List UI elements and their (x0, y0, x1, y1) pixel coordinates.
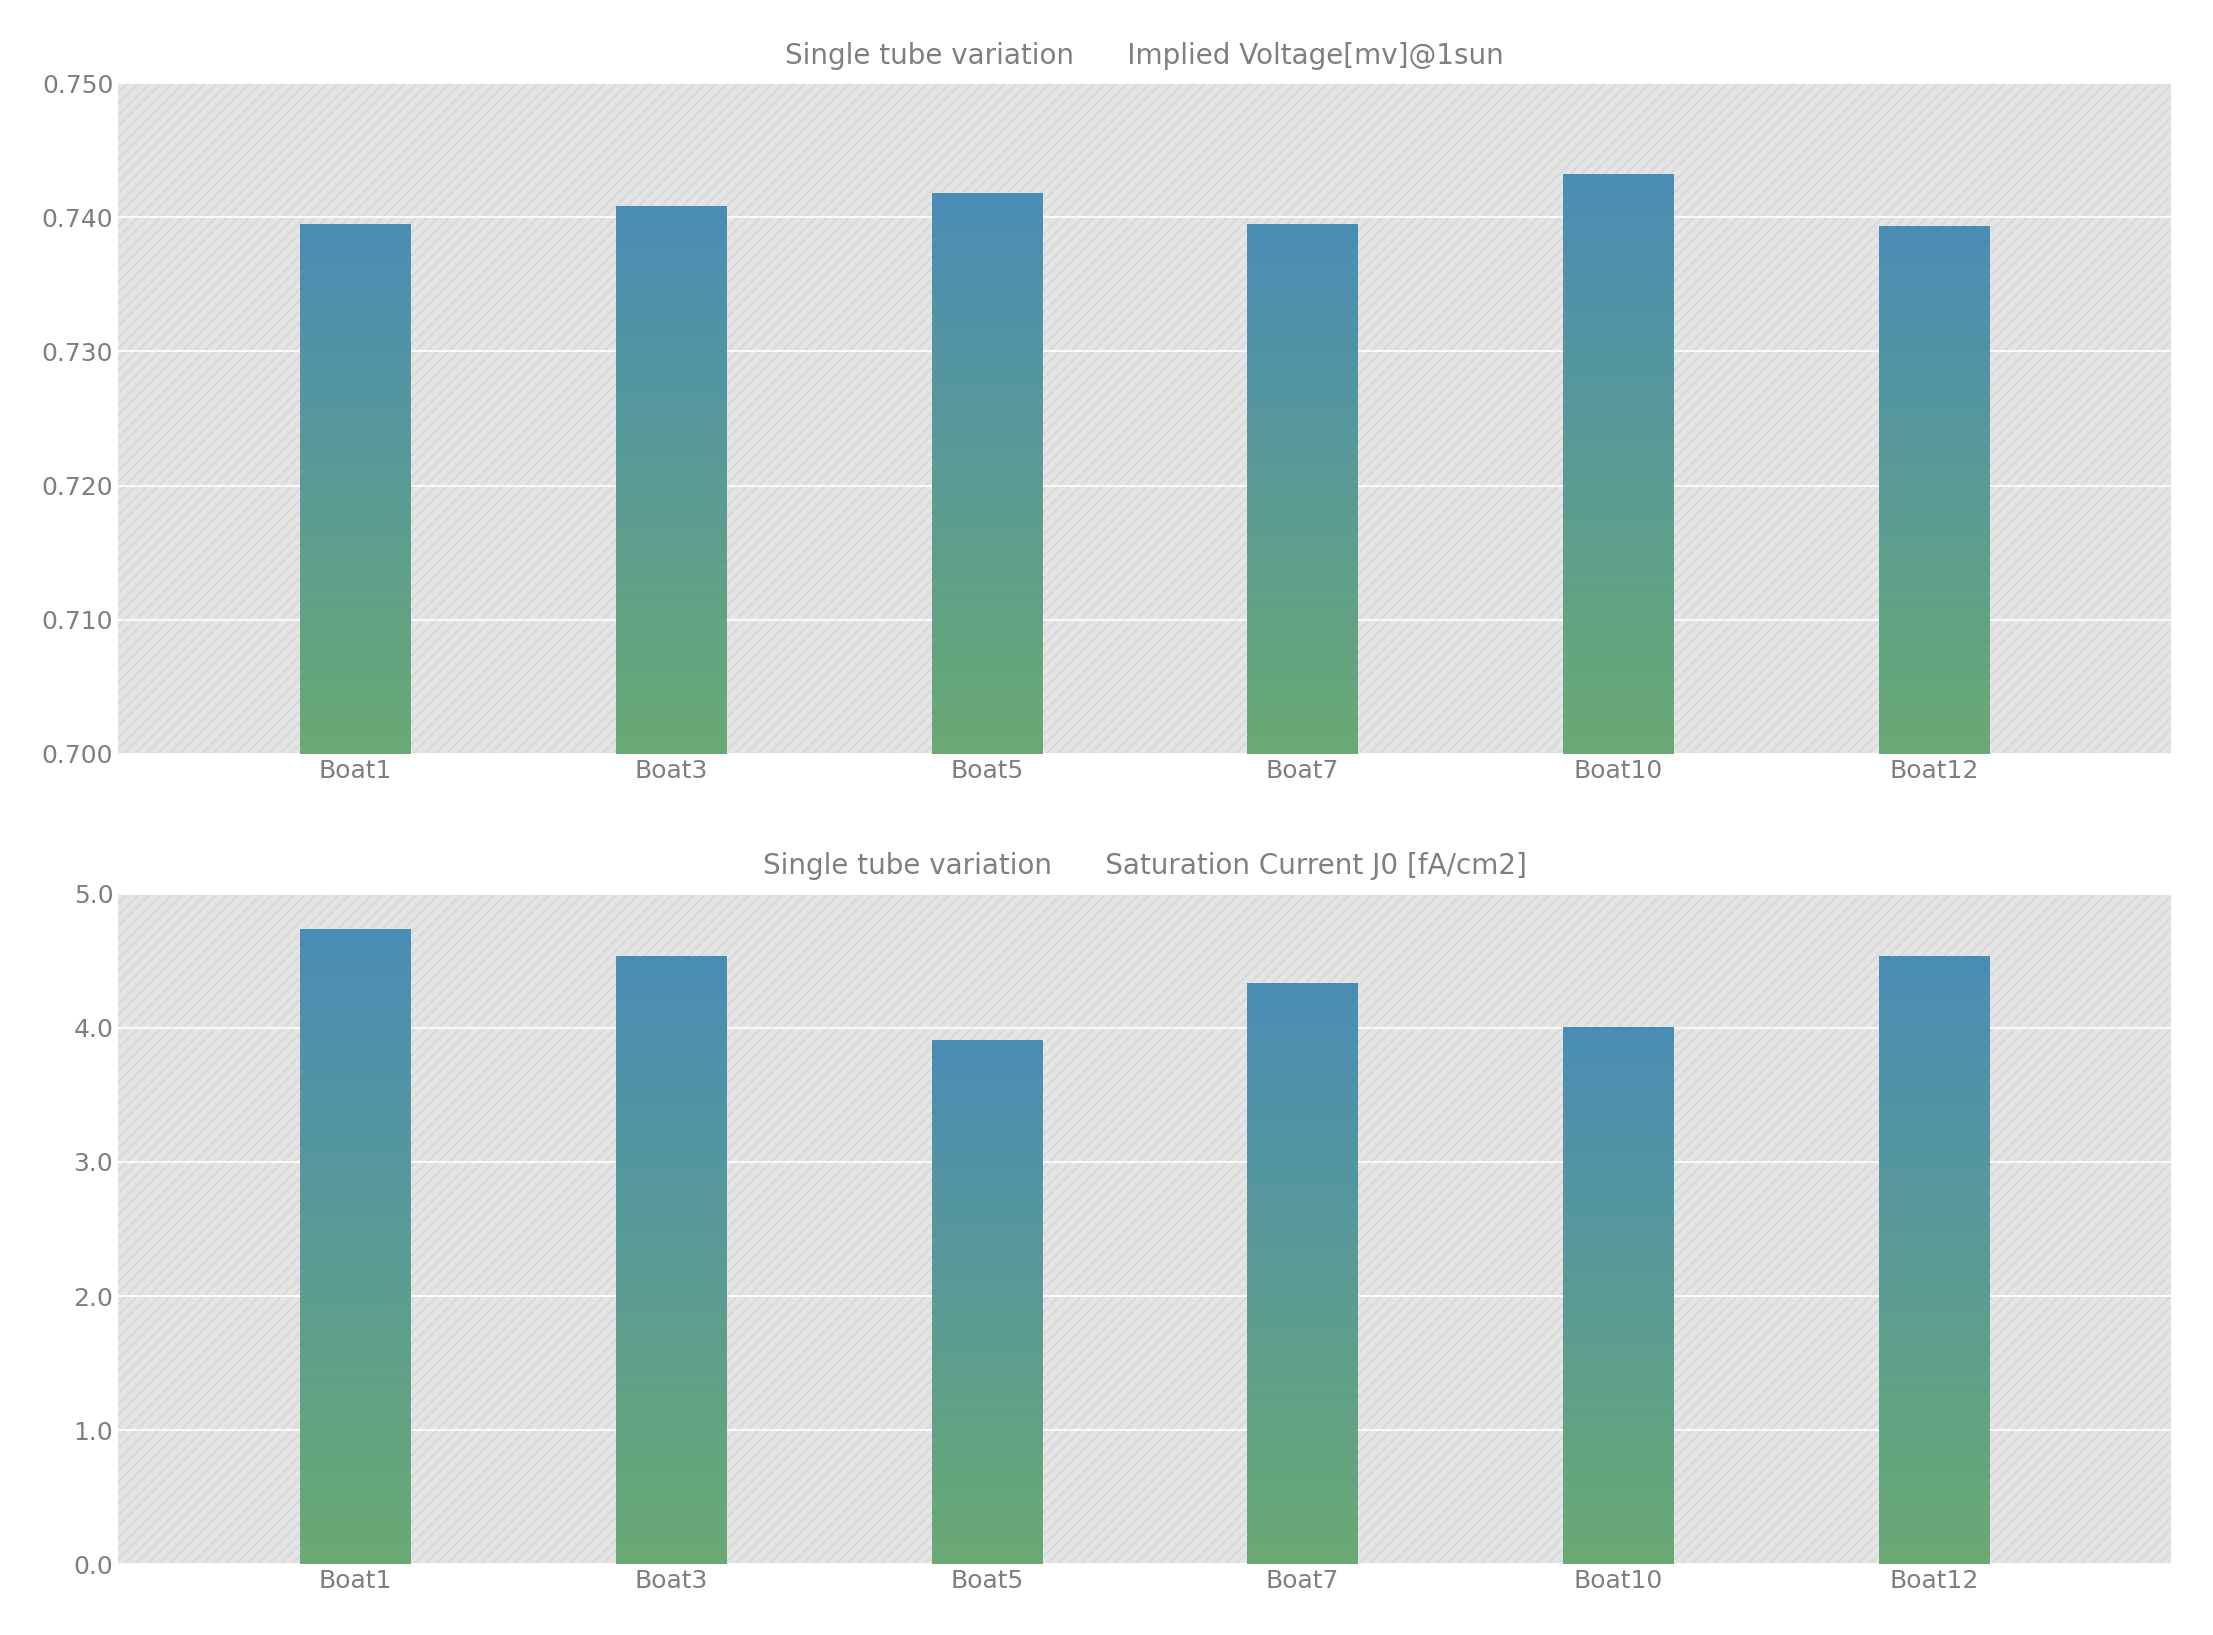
Title: Single tube variation      Saturation Current J0 [fA/cm2]: Single tube variation Saturation Current… (763, 852, 1527, 880)
Title: Single tube variation      Implied Voltage[mv]@1sun: Single tube variation Implied Voltage[mv… (786, 41, 1505, 70)
